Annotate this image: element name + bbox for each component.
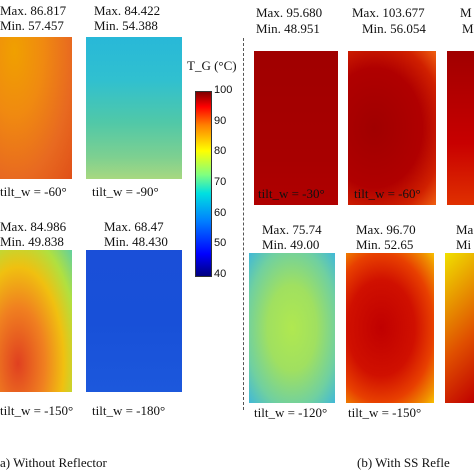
- cut-label-3: Ma: [456, 222, 474, 237]
- heatmap-right-2: [348, 51, 436, 205]
- panel-left-3-min: Min. 49.838: [0, 234, 64, 249]
- panel-left-2-min: Min. 54.388: [94, 18, 158, 33]
- panel-right-4-tilt: tilt_w = -150°: [348, 405, 422, 420]
- heatmap-right-4: [346, 253, 434, 403]
- caption-without-reflector: a) Without Reflector: [0, 455, 107, 470]
- heatmap-right-3: [249, 253, 335, 403]
- panel-right-2-max: Max. 103.677: [352, 5, 425, 20]
- panel-left-1-min: Min. 57.457: [0, 18, 64, 33]
- panel-right-4-min: Min. 52.65: [356, 237, 414, 252]
- panel-left-1-tilt: tilt_w = -60°: [0, 184, 67, 199]
- heatmap-right-cut-1: [447, 51, 474, 205]
- colorbar-tick-label: 100: [214, 84, 233, 96]
- panel-right-3-max: Max. 75.74: [262, 222, 322, 237]
- cut-label-2: M: [462, 21, 474, 36]
- colorbar-tick-label: 90: [214, 114, 227, 127]
- panel-left-4-max: Max. 68.47: [104, 219, 164, 234]
- caption-with-reflector: (b) With SS Refle: [357, 455, 450, 470]
- panel-right-3-min: Min. 49.00: [262, 237, 320, 252]
- colorbar-title: T_G (°C): [187, 58, 237, 73]
- heatmap-right-cut-2: [445, 253, 474, 403]
- cut-label-1: M: [460, 5, 472, 20]
- panel-right-1-min: Min. 48.951: [256, 21, 320, 36]
- heatmap-left-4: [86, 250, 182, 392]
- panel-left-2-max: Max. 84.422: [94, 3, 161, 18]
- heatmap-left-3: [0, 250, 72, 392]
- colorbar-tick-label: 40: [214, 268, 227, 280]
- cut-label-4: Mi: [456, 237, 472, 252]
- group-divider: [243, 38, 244, 410]
- colorbar: [195, 91, 212, 277]
- heatmap-left-1: [0, 37, 72, 179]
- panel-right-2-tilt: tilt_w = -60°: [354, 186, 421, 201]
- panel-left-1-max: Max. 86.817: [0, 3, 67, 18]
- panel-right-4-max: Max. 96.70: [356, 222, 416, 237]
- colorbar-tick-label: 70: [214, 176, 227, 188]
- panel-right-2-min: Min. 56.054: [362, 21, 426, 36]
- panel-right-1-tilt: tilt_w = -30°: [258, 186, 325, 201]
- panel-left-2-tilt: tilt_w = -90°: [92, 184, 159, 199]
- colorbar-tick-label: 50: [214, 237, 227, 250]
- panel-left-4-min: Min. 48.430: [104, 234, 168, 249]
- panel-left-3-max: Max. 84.986: [0, 219, 67, 234]
- heatmap-left-2: [86, 37, 182, 179]
- heatmap-right-1: [254, 51, 338, 205]
- panel-right-1-max: Max. 95.680: [256, 5, 323, 20]
- colorbar-tick-label: 80: [214, 145, 227, 158]
- colorbar-tick-label: 60: [214, 206, 227, 219]
- panel-right-3-tilt: tilt_w = -120°: [254, 405, 328, 420]
- panel-left-3-tilt: tilt_w = -150°: [0, 403, 74, 418]
- panel-left-4-tilt: tilt_w = -180°: [92, 403, 166, 418]
